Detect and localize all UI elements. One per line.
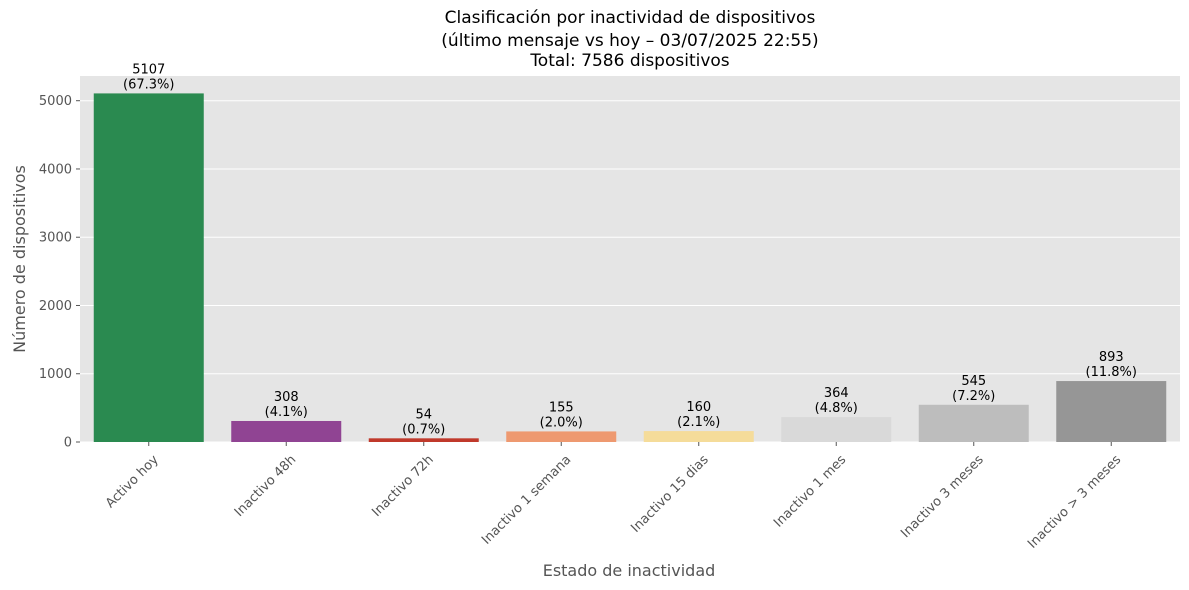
bars [93, 93, 1167, 442]
x-tick-label: Inactivo 1 semana [479, 452, 574, 547]
bar-value-label: 364 [824, 386, 849, 401]
x-axis-ticks: Activo hoy Inactivo 48h Inactivo 72h Inacti… [103, 442, 1124, 552]
bar-percent-label: (4.1%) [265, 405, 308, 420]
plot-background [80, 76, 1180, 442]
x-tick-label: Activo hoy [103, 452, 162, 511]
bar [231, 420, 342, 442]
bar-percent-label: (2.1%) [677, 415, 720, 430]
bar-percent-label: (4.8%) [815, 401, 858, 416]
y-axis-ticks: 0 1000 2000 3000 4000 5000 [39, 94, 80, 451]
data-labels: 5107(67.3%) 308(4.1%) 54(0.7%) 155(2.0%) 160… [123, 62, 1137, 437]
x-tick-label: Inactivo 72h [369, 452, 437, 520]
y-tick-label: 5000 [39, 94, 72, 109]
x-tick-label: Inactivo 3 meses [898, 452, 987, 541]
y-tick-label: 1000 [39, 367, 72, 382]
chart-title-line-1: Clasificación por inactividad de disposi… [445, 8, 816, 28]
bar [506, 431, 617, 442]
chart-title-line-3: Total: 7586 dispositivos [529, 51, 729, 71]
chart-title-line-2: (último mensaje vs hoy – 03/07/2025 22:5… [441, 31, 818, 51]
bar-percent-label: (67.3%) [123, 77, 174, 92]
x-axis-label: Estado de inactividad [543, 561, 716, 580]
bar-percent-label: (11.8%) [1086, 365, 1137, 380]
bar-percent-label: (2.0%) [540, 415, 583, 430]
x-tick-label: Inactivo 48h [232, 452, 300, 520]
bar-value-label: 5107 [132, 62, 165, 77]
bar [918, 404, 1029, 442]
bar-value-label: 54 [415, 407, 432, 422]
x-tick-label: Inactivo > 3 meses [1025, 452, 1124, 551]
bar-value-label: 308 [274, 390, 299, 405]
bar [368, 438, 479, 442]
bar-percent-label: (7.2%) [952, 389, 995, 404]
bar [643, 431, 754, 442]
x-tick-label: Inactivo 15 dias [628, 452, 712, 536]
y-tick-label: 4000 [39, 162, 72, 177]
bar-value-label: 545 [961, 374, 986, 389]
bar-value-label: 160 [686, 400, 711, 415]
y-tick-label: 3000 [39, 231, 72, 246]
y-tick-label: 0 [64, 436, 72, 451]
x-tick-label: Inactivo 1 mes [771, 452, 849, 530]
bar-value-label: 893 [1099, 350, 1124, 365]
bar-value-label: 155 [549, 400, 574, 415]
y-tick-label: 2000 [39, 299, 72, 314]
bar [93, 93, 204, 442]
bar-percent-label: (0.7%) [402, 422, 445, 437]
bar [1056, 381, 1167, 442]
y-axis-label: Número de dispositivos [10, 165, 29, 353]
bar [781, 417, 892, 442]
